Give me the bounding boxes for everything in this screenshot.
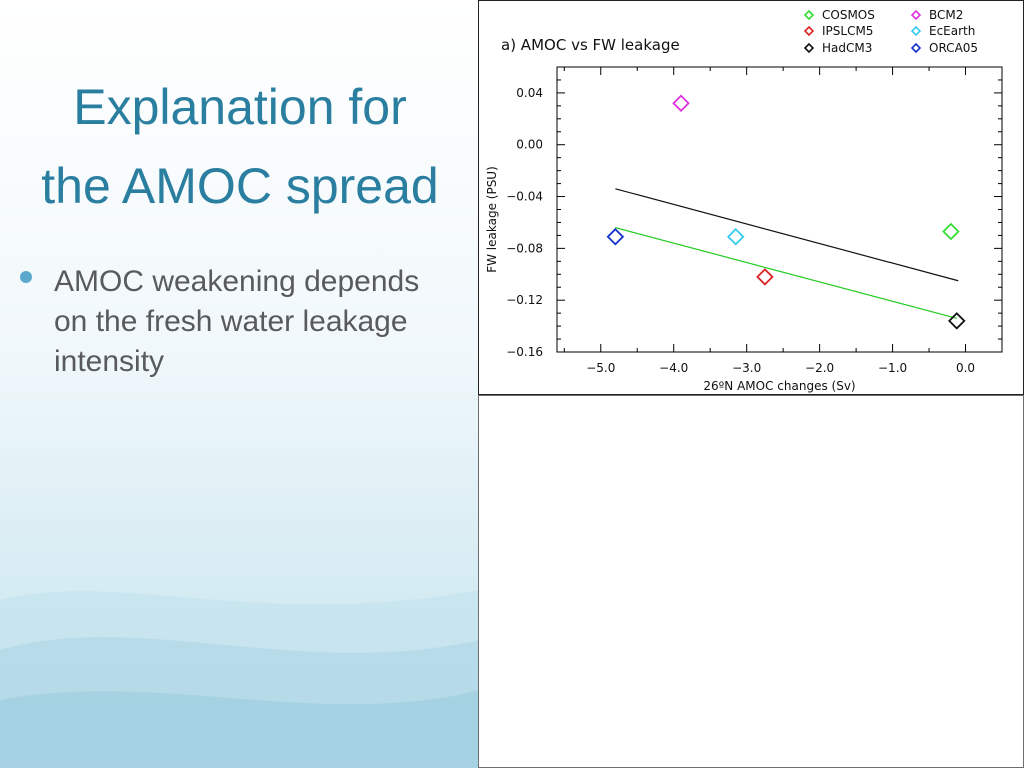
bullet-text: AMOC weakening depends on the fresh wate… — [54, 265, 420, 379]
legend-label: IPSLCM5 — [822, 24, 873, 38]
regression-line — [615, 188, 959, 282]
legend-label: BCM2 — [929, 8, 963, 22]
x-tick-label: −2.0 — [805, 361, 834, 375]
data-point-ipslcm5 — [756, 268, 774, 286]
legend-marker-cosmos — [803, 9, 815, 21]
blank-figure-panel — [478, 395, 1024, 768]
data-point-bcm2 — [672, 94, 690, 113]
y-tick-label: −0.16 — [506, 345, 543, 359]
background-wave-decoration — [0, 590, 480, 768]
chart-panel: a) AMOC vs FW leakage 0.04 0.00 −0.04 −0.08 −… — [478, 0, 1024, 395]
plot-frame — [556, 66, 1003, 353]
legend-label: HadCM3 — [822, 41, 872, 55]
legend-marker-hadcm3 — [803, 42, 815, 54]
y-tick-label: −0.08 — [506, 241, 543, 255]
y-tick-label: 0.04 — [516, 86, 543, 100]
title-line-1: Explanation for — [73, 79, 407, 135]
y-tick-label: −0.04 — [506, 190, 543, 204]
legend-marker-ecearth — [910, 25, 922, 37]
slide-title: Explanation for the AMOC spread — [0, 68, 480, 226]
x-axis-label: 26ºN AMOC changes (Sv) — [703, 379, 855, 393]
y-axis-label: FW leakage (PSU) — [485, 166, 499, 273]
legend-marker-orca05 — [910, 42, 922, 54]
y-tick-label: −0.12 — [506, 293, 543, 307]
title-line-2: the AMOC spread — [41, 158, 439, 214]
bullet-item: AMOC weakening depends on the fresh wate… — [18, 262, 438, 383]
data-point-hadcm3 — [947, 312, 966, 330]
x-tick-label: −4.0 — [659, 361, 688, 375]
legend-label: EcEarth — [929, 24, 975, 38]
x-tick-label: −1.0 — [878, 361, 907, 375]
x-tick-label: −5.0 — [586, 361, 615, 375]
legend-marker-bcm2 — [910, 9, 922, 21]
x-tick-label: 0.0 — [956, 361, 975, 375]
data-point-ecearth — [726, 227, 745, 246]
chart-title: a) AMOC vs FW leakage — [501, 36, 680, 54]
legend-marker-ipslcm5 — [803, 25, 815, 37]
data-point-orca05 — [606, 227, 625, 246]
x-tick-label: −3.0 — [732, 361, 761, 375]
legend-label: COSMOS — [822, 8, 875, 22]
scatter-chart: a) AMOC vs FW leakage 0.04 0.00 −0.04 −0.08 −… — [485, 8, 1003, 393]
bullet-list: AMOC weakening depends on the fresh wate… — [18, 262, 438, 383]
legend-label: ORCA05 — [929, 41, 978, 55]
regression-line — [615, 227, 957, 319]
bullet-dot-icon — [20, 271, 32, 283]
data-point-cosmos — [942, 222, 960, 241]
y-tick-label: 0.00 — [516, 138, 543, 152]
